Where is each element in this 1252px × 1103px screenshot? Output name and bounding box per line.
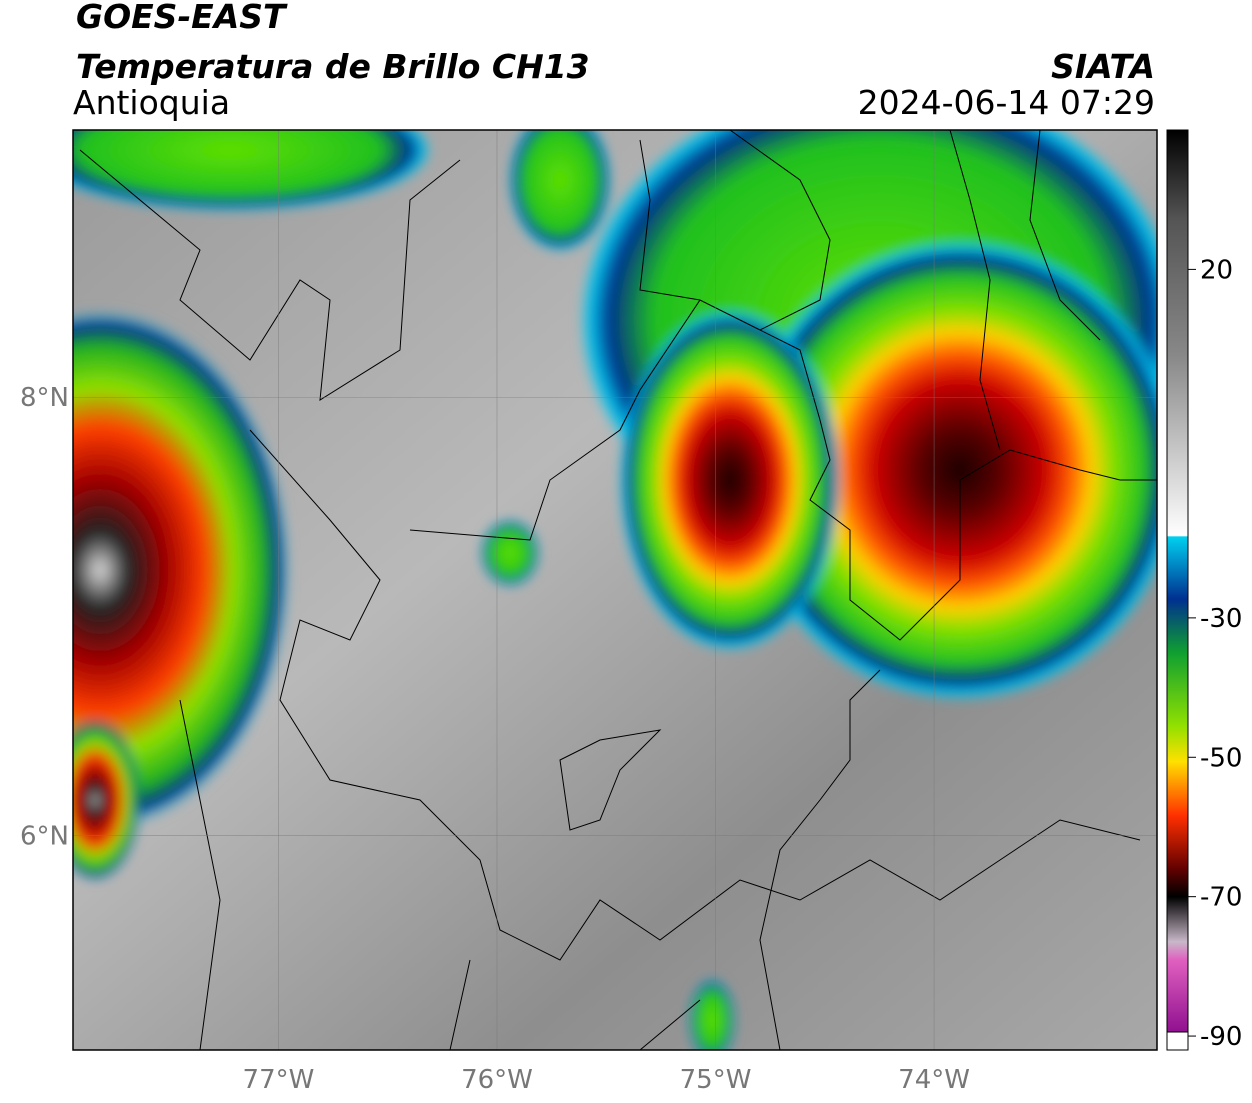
y-tick-label: 8°N [20,383,69,413]
x-tick-label: 74°W [898,1065,970,1095]
satellite: GOES-EAST [76,0,288,36]
map-frame [72,129,1158,1051]
source: SIATA [1051,47,1155,86]
colorbar-tick-label: -70 [1200,883,1242,913]
datetime: 2024-06-14 07:29 [858,83,1155,122]
region: Antioquia [73,83,230,122]
colorbar-tick-label: -90 [1200,1022,1242,1052]
graticule: 77°W 76°W 75°W 74°W 6°N 8°N [20,130,1157,1095]
colorbar-ticks: 20 -30 -50 -70 -90 [1188,255,1242,1052]
colorbar-tick-label: 20 [1200,255,1233,285]
x-tick-label: 75°W [680,1065,752,1095]
colorbar [1166,129,1189,1033]
x-tick-label: 76°W [461,1065,533,1095]
product: Temperatura de Brillo CH13 [76,47,590,86]
colorbar-tick-label: -30 [1200,604,1242,634]
colorbar-extension [1166,1031,1189,1051]
colorbar-tick-label: -50 [1200,743,1242,773]
x-tick-label: 77°W [243,1065,315,1095]
boundaries [79,130,1157,1050]
y-tick-label: 6°N [20,821,69,851]
imagery [73,130,1157,1050]
